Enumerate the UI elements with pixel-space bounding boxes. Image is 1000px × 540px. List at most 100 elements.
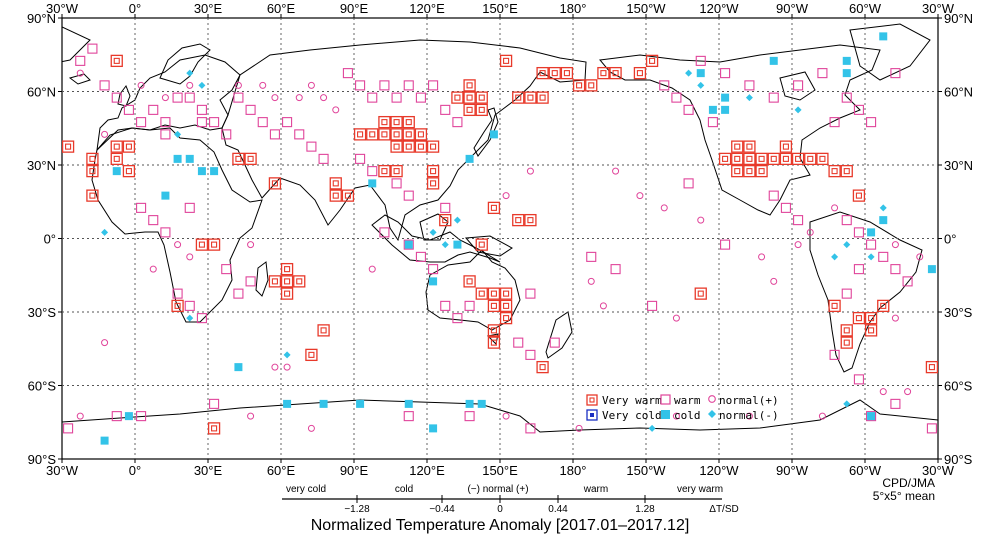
normal-plus-marker [502, 412, 510, 420]
warm-marker [367, 166, 378, 177]
normal-plus-marker [307, 81, 315, 89]
very-warm-marker [524, 213, 537, 227]
normal-minus-marker [429, 228, 437, 236]
very-warm-marker [731, 140, 744, 153]
very-warm-marker [487, 287, 501, 300]
scale-threshold: −0.44 [429, 504, 455, 515]
warm-marker [184, 202, 195, 213]
normal-plus-marker [186, 81, 194, 89]
warm-marker [160, 129, 171, 140]
cold-marker [173, 154, 182, 163]
normal-plus-marker [818, 412, 826, 420]
normal-plus-marker [526, 167, 534, 175]
very-warm-marker [645, 54, 659, 68]
normal-plus-marker [259, 81, 267, 89]
legend-very-cold: Very cold [586, 409, 662, 422]
warm-marker [209, 117, 220, 128]
very-warm-marker [402, 115, 415, 129]
lon-label-bottom: 30°E [194, 463, 223, 478]
warm-marker [829, 349, 840, 360]
warm-marker [403, 190, 414, 201]
normal-minus-marker [685, 69, 693, 77]
lon-label-bottom: 120°E [409, 463, 445, 478]
warm-marker [841, 215, 852, 226]
very-warm-marker [597, 66, 610, 80]
iceland-outline [68, 73, 91, 85]
normal-plus-marker [332, 106, 340, 114]
normal-minus-marker [174, 130, 182, 138]
normal-minus-marker [843, 241, 851, 249]
very-warm-marker [378, 115, 391, 129]
very-warm-marker [122, 140, 136, 153]
warm-marker [647, 300, 658, 311]
warm-marker [172, 92, 183, 103]
warm-marker [355, 80, 366, 91]
very-warm-marker [171, 299, 184, 313]
normal-plus-marker [149, 265, 157, 273]
very-warm-marker [548, 66, 561, 80]
normal-plus-marker [697, 216, 705, 224]
very-warm-marker [499, 299, 513, 313]
warm-marker [111, 92, 122, 103]
very-warm-marker [560, 66, 574, 80]
warm-marker [306, 141, 317, 152]
warm-marker [415, 92, 426, 103]
lon-label-top: 180° [560, 1, 587, 16]
cold-marker [356, 399, 365, 408]
cold-marker [721, 93, 730, 102]
warm-marker [148, 104, 159, 115]
warm-marker [245, 104, 256, 115]
cold-marker [489, 130, 498, 139]
very-warm-marker [840, 164, 853, 178]
warm-marker [878, 251, 889, 262]
warm-marker [768, 92, 779, 103]
cold-marker [124, 412, 133, 421]
scandinavia-outline [159, 43, 211, 85]
very-warm-marker [512, 213, 525, 227]
very-warm-marker [86, 164, 99, 178]
very-warm-marker [512, 91, 525, 104]
greenland-east-outline [849, 23, 931, 81]
very-warm-marker [585, 79, 598, 92]
warm-marker [403, 239, 414, 250]
australia-outline [425, 249, 521, 331]
warm-marker [853, 227, 864, 238]
very-warm-marker [925, 360, 938, 374]
very-warm-marker [791, 152, 805, 166]
anomaly-scale: very cold cold (−) normal (+) warm very … [282, 484, 739, 515]
borneo-outline [419, 213, 449, 241]
normal-plus-marker [916, 253, 924, 261]
cold-marker [197, 167, 206, 176]
very-warm-marker [366, 128, 379, 141]
very-warm-marker [110, 54, 123, 68]
cold-marker [368, 179, 377, 188]
warm-marker [890, 264, 901, 275]
lon-label-top: 30°E [194, 1, 223, 16]
scale-normal-label: (−) normal (+) [467, 484, 528, 495]
very-warm-marker [280, 287, 294, 300]
very-warm-marker [779, 152, 793, 166]
very-warm-marker [877, 299, 890, 313]
normal-plus-marker [660, 204, 668, 212]
lon-label-top: 120°W [699, 1, 739, 16]
very-warm-marker [353, 128, 367, 141]
normal-plus-marker [636, 192, 644, 200]
normal-plus-marker [758, 253, 766, 261]
very-warm-marker [864, 324, 878, 337]
normal-plus-marker [831, 204, 839, 212]
cold-marker [429, 424, 438, 433]
lon-label-bottom: 180° [560, 463, 587, 478]
very-warm-marker [341, 189, 355, 202]
normal-plus-marker [672, 412, 680, 420]
lat-label-left: 60°N [27, 85, 56, 100]
very-warm-marker [426, 177, 440, 190]
very-warm-marker [414, 140, 428, 153]
warm-marker [209, 398, 220, 409]
normal-minus-marker [186, 69, 194, 77]
scale-threshold: −1.28 [344, 504, 370, 515]
very-warm-marker [451, 91, 464, 104]
normal-minus-marker [441, 241, 449, 249]
normal-plus-marker [806, 228, 814, 236]
lon-label-bottom: 30°W [46, 463, 79, 478]
warm-marker [610, 264, 621, 275]
